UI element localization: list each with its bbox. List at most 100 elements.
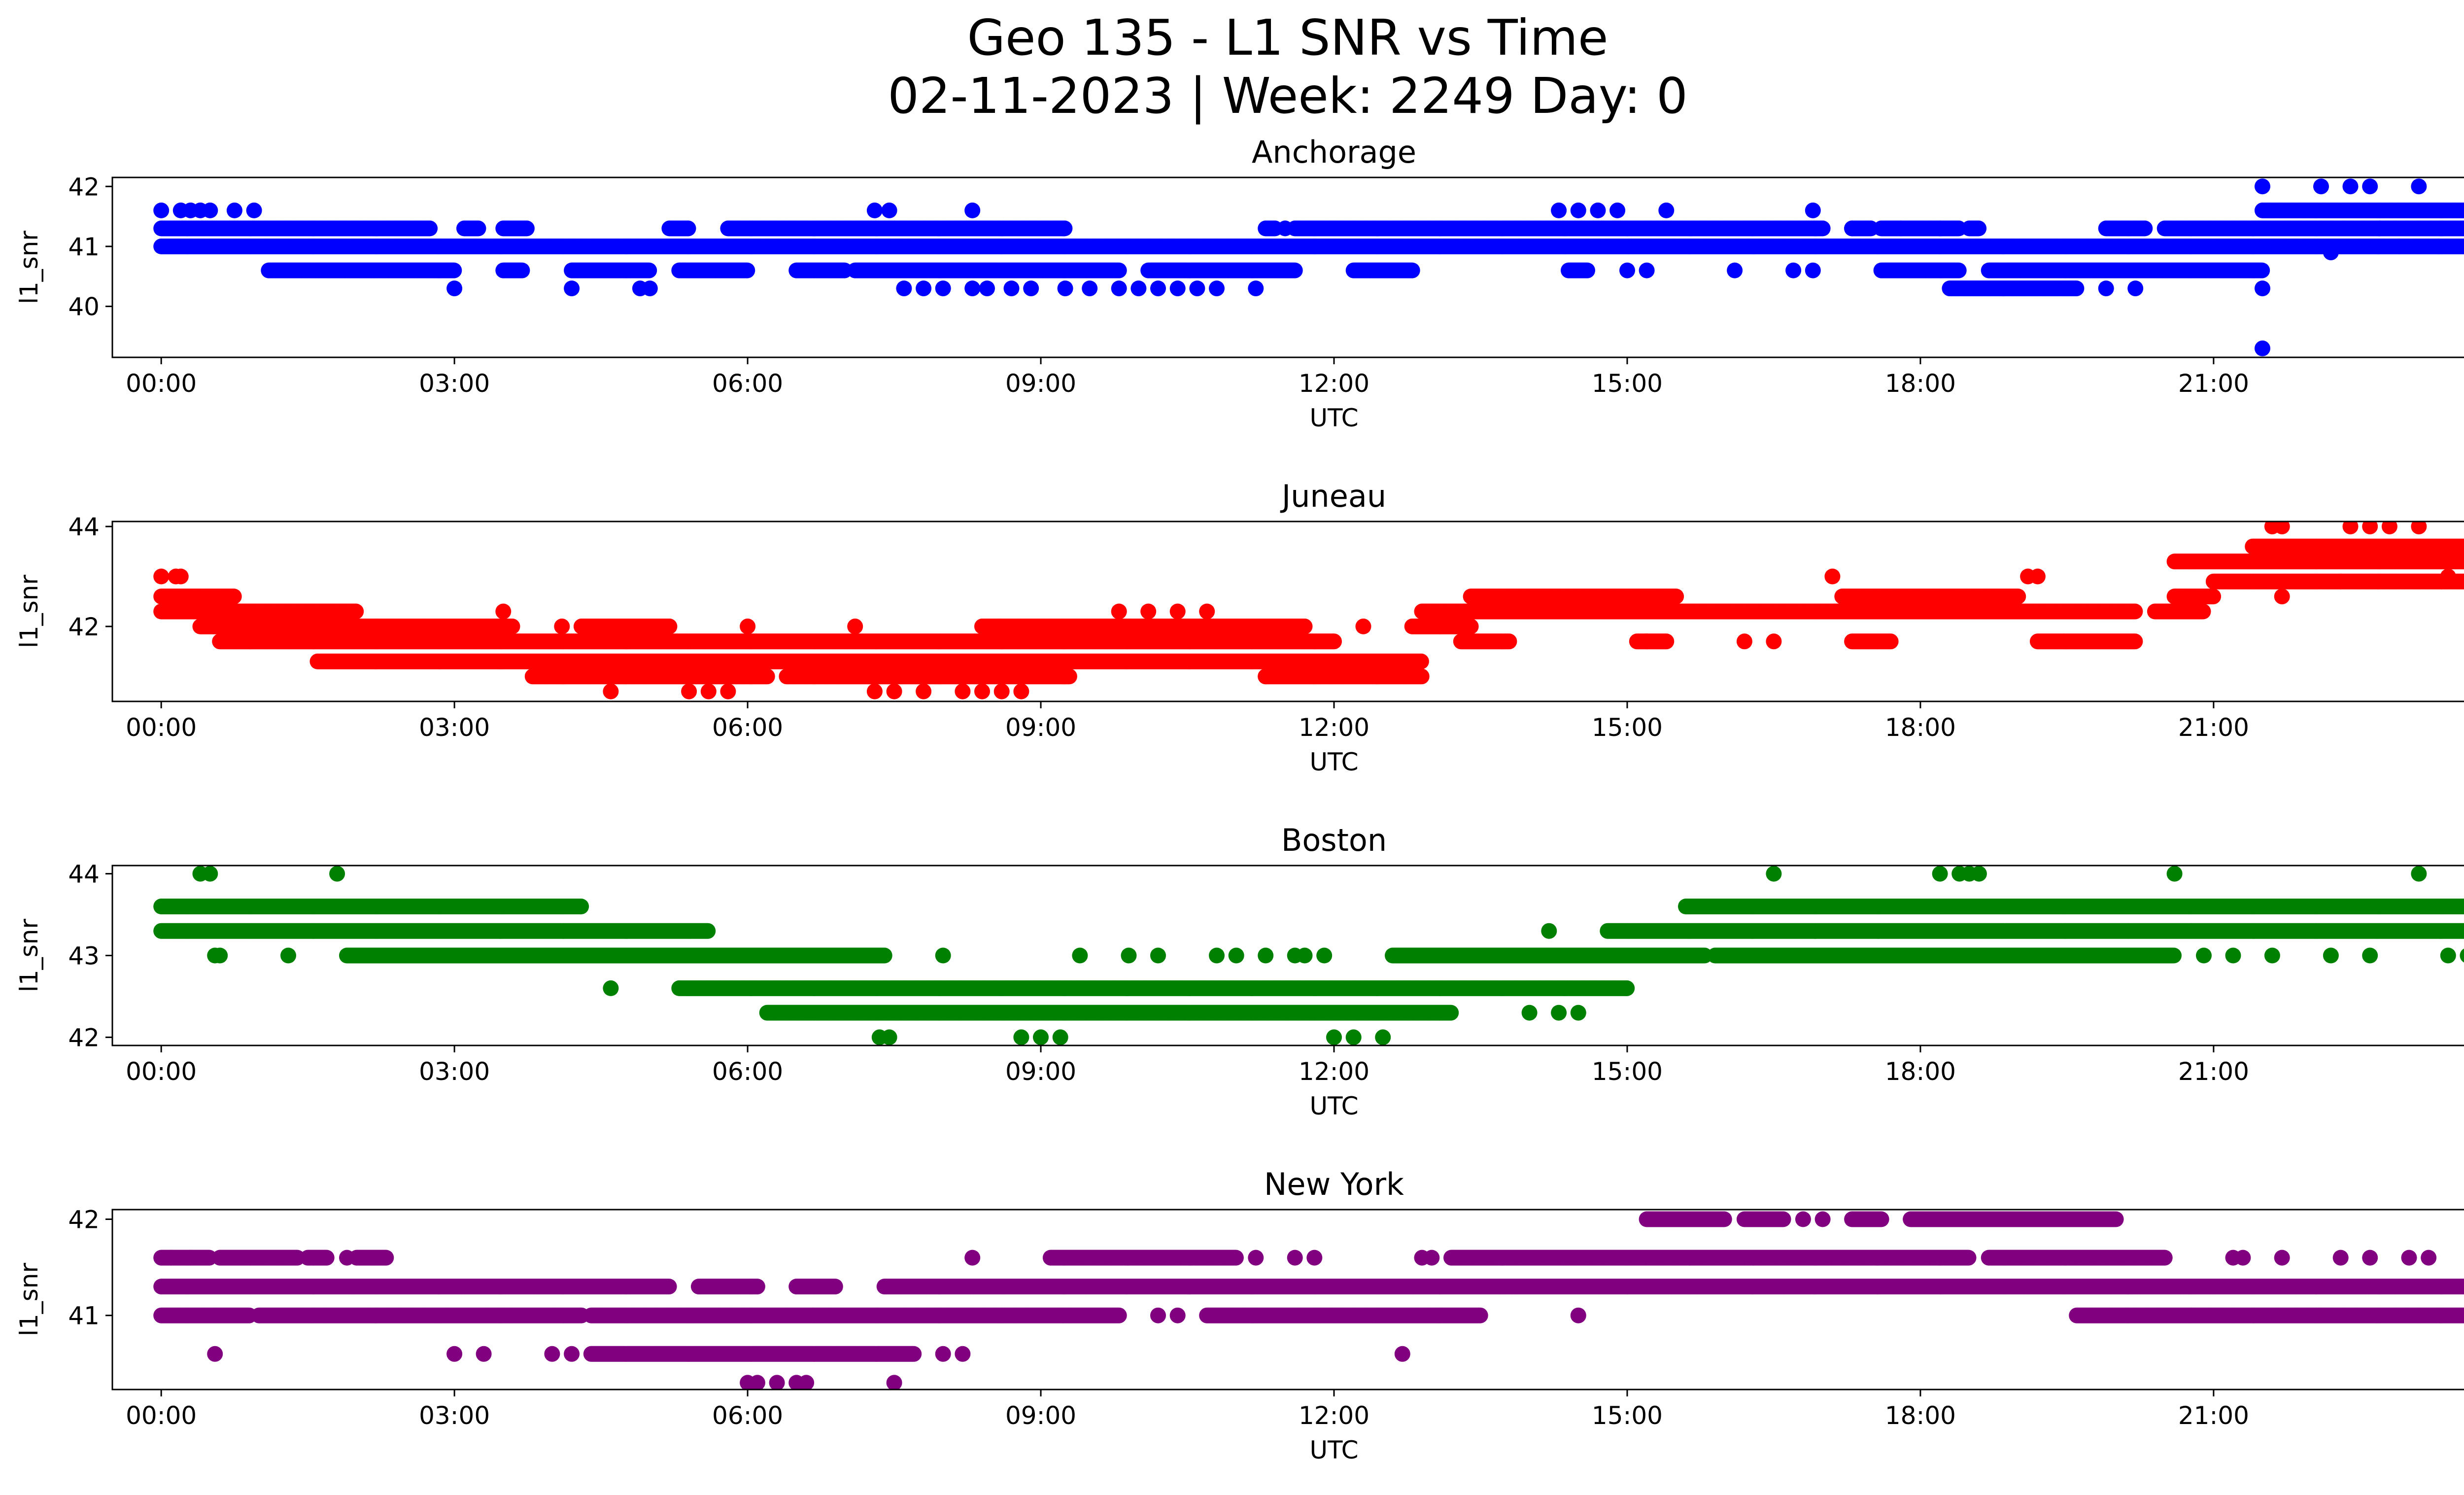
data-point (422, 220, 438, 237)
data-point (1805, 262, 1821, 278)
data-point (2430, 238, 2446, 254)
data-point (935, 280, 951, 297)
x-tick-label: 09:00 (1005, 369, 1076, 398)
data-point (564, 280, 580, 297)
figure-title-line1: Geo 135 - L1 SNR vs Time (0, 9, 2464, 67)
data-point (1609, 202, 1626, 218)
data-point (2462, 223, 2464, 234)
x-tick-label: 12:00 (1299, 369, 1369, 398)
subplot-title-anchorage: Anchorage (1252, 134, 1416, 170)
data-point (680, 220, 696, 237)
y-tick-label: 40 (68, 293, 100, 321)
data-point (979, 280, 995, 297)
data-point (2127, 280, 2144, 297)
data-point (881, 202, 897, 218)
data-point (1287, 262, 1303, 278)
data-point (1785, 262, 1802, 278)
data-point (1277, 220, 1293, 237)
x-tick-label: 06:00 (712, 369, 783, 398)
data-point (1111, 280, 1127, 297)
x-tick-label: 00:00 (126, 369, 197, 398)
x-tick-label: 15:00 (1592, 369, 1663, 398)
data-point (1639, 262, 1655, 278)
data-point (641, 262, 657, 278)
series-anchorage (153, 178, 2464, 356)
data-point (1579, 262, 1595, 278)
figure-title: Geo 135 - L1 SNR vs Time 02-11-2023 | We… (0, 9, 2464, 125)
data-point (2255, 178, 2270, 195)
data-point (1814, 220, 1831, 237)
data-point (1169, 280, 1186, 297)
data-point (518, 220, 535, 237)
figure-title-line2: 02-11-2023 | Week: 2249 Day: 0 (0, 67, 2464, 125)
data-point (1057, 220, 1073, 237)
data-point (470, 220, 486, 237)
data-point (2372, 220, 2388, 237)
data-point (2460, 239, 2464, 254)
data-point (896, 280, 912, 297)
data-point (866, 202, 883, 218)
series-juneau (153, 522, 2464, 699)
data-point (642, 280, 658, 297)
data-point (2313, 178, 2329, 195)
x-tick-label: 21:00 (2178, 369, 2249, 398)
data-point (2342, 178, 2359, 195)
data-point (2137, 220, 2153, 237)
data-point (1971, 220, 1987, 237)
data-point (1209, 280, 1225, 297)
data-point (2462, 205, 2464, 216)
data-point (1130, 280, 1147, 297)
data-point (1619, 262, 1635, 278)
data-point (2255, 280, 2270, 297)
data-point (1932, 220, 1948, 237)
data-point (1805, 202, 1821, 218)
data-point (1951, 262, 1967, 278)
data-point (916, 280, 932, 297)
data-point (2254, 262, 2270, 278)
data-point (2068, 280, 2085, 297)
data-point (2323, 244, 2339, 261)
data-point (246, 202, 262, 218)
x-tick-label: 03:00 (419, 369, 490, 398)
data-point (514, 262, 530, 278)
data-point (1111, 262, 1127, 278)
x-axis-label-anchorage: UTC (1309, 404, 1358, 432)
data-point (1570, 202, 1586, 218)
data-point (2098, 280, 2114, 297)
data-point (1023, 280, 1039, 297)
data-point (226, 589, 242, 605)
data-point (1057, 280, 1073, 297)
data-point (1590, 202, 1606, 218)
data-point (1150, 280, 1166, 297)
y-axis-label-anchorage: l1_snr (15, 231, 43, 304)
data-point (739, 262, 755, 278)
data-point (1189, 280, 1205, 297)
data-point (1404, 262, 1420, 278)
data-point (1658, 202, 1675, 218)
data-point (1248, 280, 1264, 297)
data-point (1844, 220, 1860, 237)
data-point (202, 202, 218, 218)
data-point (226, 202, 242, 218)
data-point (2411, 178, 2427, 195)
data-point (153, 202, 170, 218)
data-point (964, 280, 981, 297)
data-point (2362, 178, 2378, 195)
data-point (2255, 340, 2270, 356)
data-point (1551, 202, 1567, 218)
data-point (446, 280, 463, 297)
data-point (2391, 238, 2407, 254)
data-point (2463, 224, 2464, 233)
y-tick-label: 41 (68, 233, 100, 261)
data-point (964, 202, 981, 218)
x-tick-label: 18:00 (1885, 369, 1956, 398)
data-point (1893, 220, 1909, 237)
subplot-anchorage: Anchorage 00:00 03:00 06:00 09:00 12:00 15:00 1… (15, 134, 2464, 432)
y-tick-label: 42 (68, 173, 100, 201)
subplot-title-juneau: Juneau (1280, 478, 1386, 514)
data-point (1082, 280, 1098, 297)
data-point (1003, 280, 1020, 297)
